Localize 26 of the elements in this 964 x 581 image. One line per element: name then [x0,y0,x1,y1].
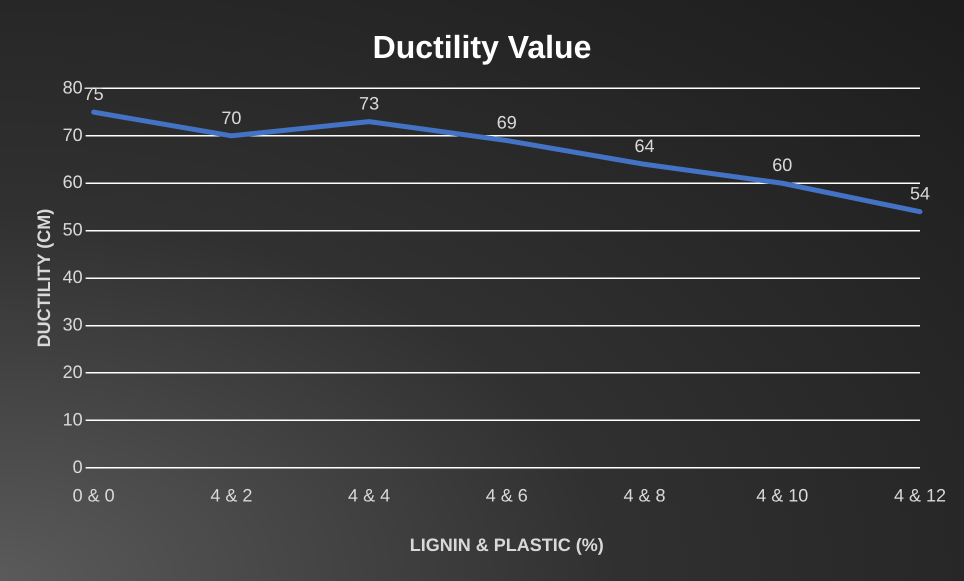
x-tick-label: 4 & 6 [486,486,528,506]
data-label: 64 [634,136,655,156]
x-tick-label: 0 & 0 [72,486,115,506]
x-tick-label: 4 & 4 [348,486,390,506]
y-tick-label: 20 [62,362,83,382]
y-tick-label: 0 [72,456,83,477]
x-tick-label: 4 & 2 [210,486,252,506]
chart-title: Ductility Value [372,29,592,66]
data-label: 70 [221,108,242,128]
y-tick-label: 60 [62,172,83,192]
y-tick-label: 10 [62,409,83,430]
data-label: 69 [496,112,517,133]
y-tick-label: 80 [62,77,83,98]
x-axis-title: LIGNIN & PLASTIC (%) [410,535,604,556]
y-tick-label: 40 [62,267,83,288]
x-tick-label: 4 & 8 [624,486,666,506]
data-label: 75 [84,84,104,104]
y-axis-title: DUCTILITY (CM) [34,208,54,348]
data-label: 60 [772,155,792,176]
data-label: 54 [910,184,930,204]
y-tick-label: 30 [62,314,83,334]
x-tick-label: 4 & 10 [756,486,808,506]
y-tick-label: 70 [62,124,83,145]
data-label: 73 [359,94,380,114]
x-tick-label: 4 & 12 [894,486,946,506]
y-tick-label: 50 [62,220,83,240]
